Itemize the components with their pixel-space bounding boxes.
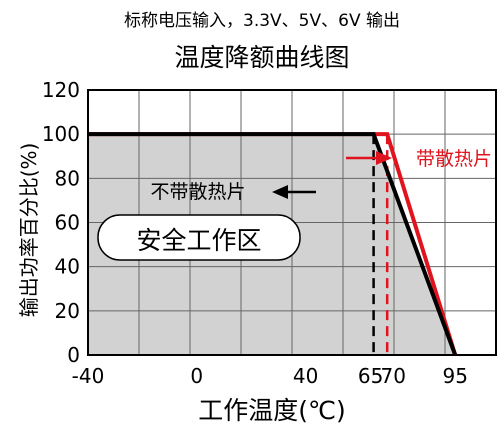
legend-no-heatsink: 不带散热片 xyxy=(150,181,316,203)
x-tick-label: 0 xyxy=(190,364,203,388)
safe-area-label-group: 安全工作区 xyxy=(97,214,301,261)
y-tick-label: 120 xyxy=(42,78,80,102)
legend-heatsink: 带散热片 xyxy=(346,148,492,170)
y-tick-label: 80 xyxy=(55,166,80,190)
legend-heatsink-arrow-head xyxy=(376,151,392,165)
x-tick-label: 65 xyxy=(358,364,383,388)
y-tick-label: 100 xyxy=(42,122,80,146)
chart-subtitle: 标称电压输入，3.3V、5V、6V 输出 xyxy=(124,11,400,31)
x-tick-label: 40 xyxy=(293,364,318,388)
x-tick-label: -40 xyxy=(72,364,105,388)
series-group xyxy=(88,132,458,356)
y-tick-label: 0 xyxy=(67,343,80,367)
legend-heatsink-label: 带散热片 xyxy=(416,148,492,170)
chart-title: 温度降额曲线图 xyxy=(174,43,349,72)
y-axis-ticks: 0 20 40 60 80 100 120 xyxy=(42,78,80,367)
x-tick-label: 70 xyxy=(380,364,405,388)
series-line-no-heatsink xyxy=(88,132,458,356)
y-tick-label: 60 xyxy=(55,211,80,235)
plot-frame xyxy=(87,89,497,356)
legend-no-heatsink-arrow-head xyxy=(272,185,288,199)
y-axis-label: 输出功率百分比(%) xyxy=(17,143,41,318)
x-axis-label: 工作温度(℃) xyxy=(198,396,346,425)
x-tick-label: 95 xyxy=(442,364,467,388)
safe-area-label-box xyxy=(97,214,301,261)
y-tick-label: 40 xyxy=(55,255,80,279)
legend-no-heatsink-label: 不带散热片 xyxy=(150,181,245,203)
y-tick-label: 20 xyxy=(55,299,80,323)
safe-area-label: 安全工作区 xyxy=(136,226,261,255)
